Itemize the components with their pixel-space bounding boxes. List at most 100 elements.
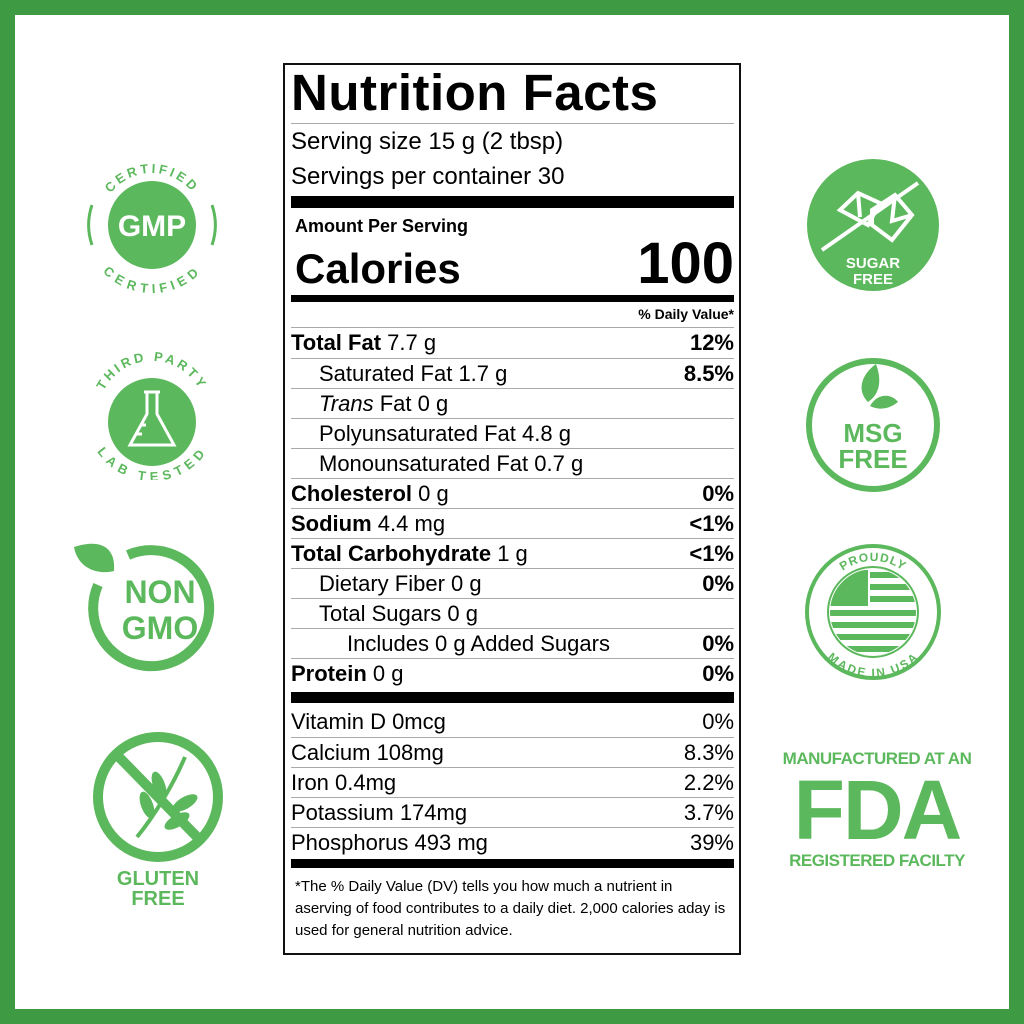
msg-free-line2: FREE [838,444,907,474]
nutrient-label: Fat [379,390,412,416]
nutrient-row: Trans Fat 0 g [291,388,734,418]
nutrient-amount: 0 g [451,570,482,596]
nutrient-row: Total Sugars 0 g [291,598,734,628]
gluten-free-line1: GLUTEN [117,868,199,890]
gmp-center-text: GMP [118,210,186,243]
vitamin-daily-value: 0% [702,709,734,734]
nutrient-name: Saturated Fat 1.7 g [291,361,507,387]
nutrient-label: Sodium [291,510,372,536]
leaf-icon [74,543,115,573]
wheat-icon [135,756,198,839]
sugar-free-badge: SUGAR FREE [807,159,939,291]
nutrient-name: Trans Fat 0 g [291,391,448,417]
footnote: *The % Daily Value (DV) tells you how mu… [295,878,726,939]
nutrient-label: Includes 0 g Added Sugars [347,630,610,656]
usa-top-text: PROUDLY [837,550,908,573]
nutrient-label: Saturated Fat [319,360,453,386]
vitamin-daily-value: 2.2% [683,769,734,795]
nutrient-name: Total Carbohydrate 1 g [291,541,528,567]
fda-center-text: FDA [793,763,963,857]
vitamin-daily-value: 3.7% [683,799,734,825]
msg-free-badge: MSG FREE [806,358,940,492]
nutrient-name: Includes 0 g Added Sugars [291,631,610,657]
nutrient-row: Saturated Fat 1.7 g 8.5% [291,358,734,388]
nutrient-name: Total Fat 7.7 g [291,330,436,356]
nutrient-label: Total Fat [291,330,382,355]
label-title: Nutrition Facts [291,65,734,124]
fda-bottom-text: REGISTERED FACILTY [789,851,965,870]
vitamin-row: Iron 0.4mg 2.2% [291,767,734,797]
non-gmo-line2: GMO [122,610,198,646]
vitamin-list: Vitamin D 0mcg 0% Calcium 108mg 8.3% Iron 0.… [291,707,734,857]
nutrient-amount: 4.8 g [522,420,571,446]
nutrient-amount: 7.7 g [387,330,437,355]
thick-divider [291,859,734,868]
calories-row: Calories 100 [291,231,734,296]
msg-free-line1: MSG [843,418,902,448]
nutrient-label: Total Sugars [319,600,442,626]
nutrient-amount: 1 g [497,540,528,566]
nutrient-label: Dietary Fiber [319,570,445,596]
nutrient-row: Protein 0 g 0% [291,658,734,688]
nutrient-label: Total Carbohydrate [291,540,492,566]
nutrient-daily-value: 8.5% [683,360,734,386]
non-gmo-line1: NON [124,574,195,610]
nutrient-name: Total Sugars 0 g [291,601,478,627]
vitamin-daily-value: 39% [689,829,734,855]
nutrient-label: Monounsaturated Fat [319,450,529,476]
nutrient-row: Includes 0 g Added Sugars 0% [291,628,734,658]
daily-value-header: % Daily Value* [291,302,734,328]
nutrient-amount: 4.4 mg [377,510,446,536]
vitamin-row: Potassium 174mg 3.7% [291,797,734,827]
nutrient-name: Monounsaturated Fat 0.7 g [291,451,583,477]
nutrient-list: Total Fat 7.7 g 12% Saturated Fat 1.7 g 8.5… [291,328,734,688]
medium-divider [291,295,734,302]
nutrient-name: Dietary Fiber 0 g [291,571,482,597]
serving-size: Serving size 15 g (2 tbsp) [291,128,564,155]
sugar-free-line1: SUGAR [846,255,900,272]
nutrient-name: Sodium 4.4 mg [291,511,445,537]
calories-value: 100 [637,231,734,296]
nutrient-daily-value: 0% [702,630,734,656]
vitamin-row: Vitamin D 0mcg 0% [291,707,734,737]
nutrient-row: Total Fat 7.7 g 12% [291,328,734,358]
nutrient-name: Protein 0 g [291,661,404,687]
nutrient-daily-value: 12% [689,330,734,355]
non-gmo-badge: NON GMO [74,543,215,672]
nutrient-amount: 0 g [418,480,449,506]
nutrient-daily-value: <1% [689,510,734,536]
vitamin-name: Potassium 174mg [291,799,468,825]
vitamin-row: Calcium 108mg 8.3% [291,737,734,767]
thick-divider [291,196,734,208]
calories-label: Calories [295,245,461,292]
nutrition-facts-label: Nutrition Facts Serving size 15 g (2 tbs… [283,63,741,955]
third-party-lab-tested-badge: THIRD PARTY LAB TESTED [93,349,207,480]
vitamin-name: Phosphorus 493 mg [291,829,488,855]
svg-text:PROUDLY: PROUDLY [837,550,909,573]
nutrient-label: Polyunsaturated Fat [319,420,516,446]
vitamin-name: Vitamin D 0mcg [291,709,446,734]
nutrient-row: Sodium 4.4 mg <1% [291,508,734,538]
vitamin-row: Phosphorus 493 mg 39% [291,827,734,857]
nutrient-label: Cholesterol [291,480,413,506]
made-in-usa-badge: PROUDLY MADE IN USA [805,544,941,680]
fda-top-text: MANUFACTURED AT AN [782,749,972,768]
nutrient-row: Dietary Fiber 0 g 0% [291,568,734,598]
servings-per-container: Servings per container 30 [291,163,565,190]
sugar-cube-icon [820,181,920,252]
nutrient-row: Polyunsaturated Fat 4.8 g [291,418,734,448]
flask-icon [127,390,177,447]
nutrient-name: Cholesterol 0 g [291,481,449,507]
usa-bottom-text: MADE IN USA [825,650,920,680]
gmp-certified-badge: CERTIFIED CERTIFIED GMP [87,161,217,296]
nutrient-row: Total Carbohydrate 1 g <1% [291,538,734,568]
nutrient-daily-value: 0% [702,570,734,596]
amount-per-serving: Amount Per Serving [295,216,469,236]
fda-registered-badge: MANUFACTURED AT AN FDA REGISTERED FACILT… [782,748,972,872]
nutrient-name: Polyunsaturated Fat 4.8 g [291,421,571,447]
thick-divider [291,692,734,703]
gluten-free-badge: GLUTEN FREE [93,732,223,910]
nutrient-amount: 0 g [447,600,479,626]
leaf-icon [861,364,898,409]
